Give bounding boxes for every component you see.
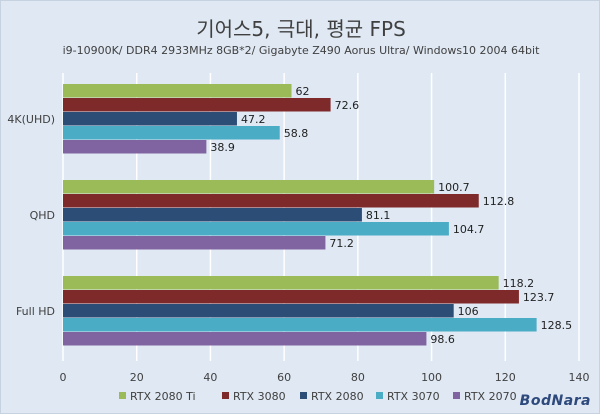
data-label: 106 [458, 305, 479, 318]
legend-label: RTX 2070 [464, 390, 517, 403]
legend-swatch [300, 392, 307, 399]
data-label: 123.7 [523, 291, 555, 304]
legend-label: RTX 3070 [387, 390, 440, 403]
bar [63, 126, 280, 140]
data-label: 47.2 [241, 113, 265, 126]
x-tick-label: 140 [569, 371, 590, 384]
data-label: 81.1 [366, 209, 391, 222]
legend-label: RTX 2080 Ti [130, 390, 196, 403]
bar [63, 276, 499, 290]
bar [63, 208, 362, 222]
y-category-label: QHD [30, 209, 55, 222]
bar [63, 112, 237, 126]
bar [63, 290, 519, 304]
bar [63, 180, 435, 194]
bar [63, 98, 331, 112]
bar [63, 236, 326, 250]
data-label: 62 [296, 85, 310, 98]
data-label: 128.5 [541, 319, 573, 332]
bar [63, 194, 479, 208]
data-label: 118.2 [503, 277, 535, 290]
legend-label: RTX 2080 [311, 390, 364, 403]
bar [63, 318, 537, 332]
data-label: 71.2 [329, 237, 354, 250]
bar [63, 84, 292, 98]
y-category-label: Full HD [16, 305, 55, 318]
x-tick-label: 40 [203, 371, 217, 384]
legend-swatch [376, 392, 383, 399]
data-label: 100.7 [438, 181, 470, 194]
data-label: 38.9 [210, 141, 235, 154]
bar [63, 332, 427, 346]
y-category-label: 4K(UHD) [7, 113, 55, 126]
x-tick-label: 80 [351, 371, 365, 384]
data-label: 112.8 [483, 195, 514, 208]
data-label: 58.8 [284, 127, 309, 140]
x-tick-label: 120 [495, 371, 516, 384]
x-tick-label: 100 [421, 371, 442, 384]
x-tick-label: 0 [60, 371, 67, 384]
legend-swatch [453, 392, 460, 399]
legend-swatch [222, 392, 229, 399]
chart-title: 기어스5, 극대, 평균 FPS [196, 17, 406, 41]
legend-label: RTX 3080 [233, 390, 286, 403]
x-tick-label: 20 [130, 371, 144, 384]
data-label: 72.6 [335, 99, 360, 112]
data-label: 104.7 [453, 223, 485, 236]
watermark-logo: BodNara [519, 393, 591, 409]
bar [63, 140, 207, 154]
data-label: 98.6 [430, 333, 455, 346]
legend-swatch [119, 392, 126, 399]
bar [63, 222, 449, 236]
x-tick-label: 60 [277, 371, 291, 384]
chart-subtitle: i9-10900K/ DDR4 2933MHz 8GB*2/ Gigabyte … [62, 44, 540, 57]
bar [63, 304, 454, 318]
